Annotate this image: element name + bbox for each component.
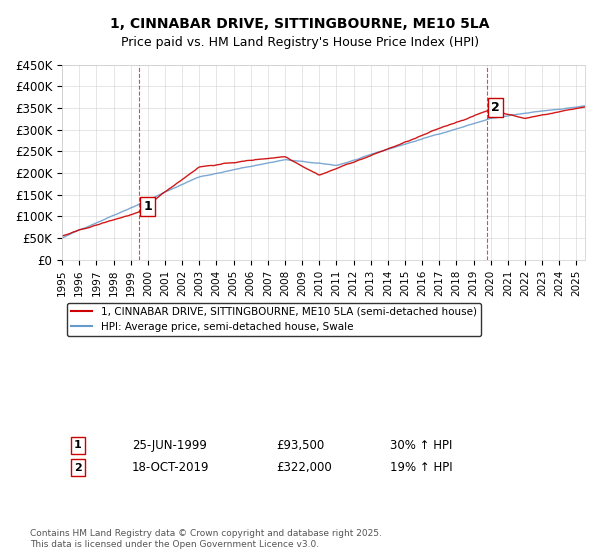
Text: Contains HM Land Registry data © Crown copyright and database right 2025.
This d: Contains HM Land Registry data © Crown c… bbox=[30, 529, 382, 549]
Text: 30% ↑ HPI: 30% ↑ HPI bbox=[390, 438, 452, 452]
Text: 1: 1 bbox=[74, 440, 82, 450]
Text: 2: 2 bbox=[74, 463, 82, 473]
Text: Price paid vs. HM Land Registry's House Price Index (HPI): Price paid vs. HM Land Registry's House … bbox=[121, 36, 479, 49]
Text: 1, CINNABAR DRIVE, SITTINGBOURNE, ME10 5LA: 1, CINNABAR DRIVE, SITTINGBOURNE, ME10 5… bbox=[110, 17, 490, 31]
Text: 25-JUN-1999: 25-JUN-1999 bbox=[132, 438, 207, 452]
Text: 19% ↑ HPI: 19% ↑ HPI bbox=[390, 461, 452, 474]
Text: £93,500: £93,500 bbox=[276, 438, 324, 452]
Text: £322,000: £322,000 bbox=[276, 461, 332, 474]
Text: 18-OCT-2019: 18-OCT-2019 bbox=[132, 461, 209, 474]
Text: 2: 2 bbox=[491, 101, 500, 114]
Text: 1: 1 bbox=[143, 200, 152, 213]
Legend: 1, CINNABAR DRIVE, SITTINGBOURNE, ME10 5LA (semi-detached house), HPI: Average p: 1, CINNABAR DRIVE, SITTINGBOURNE, ME10 5… bbox=[67, 303, 481, 336]
